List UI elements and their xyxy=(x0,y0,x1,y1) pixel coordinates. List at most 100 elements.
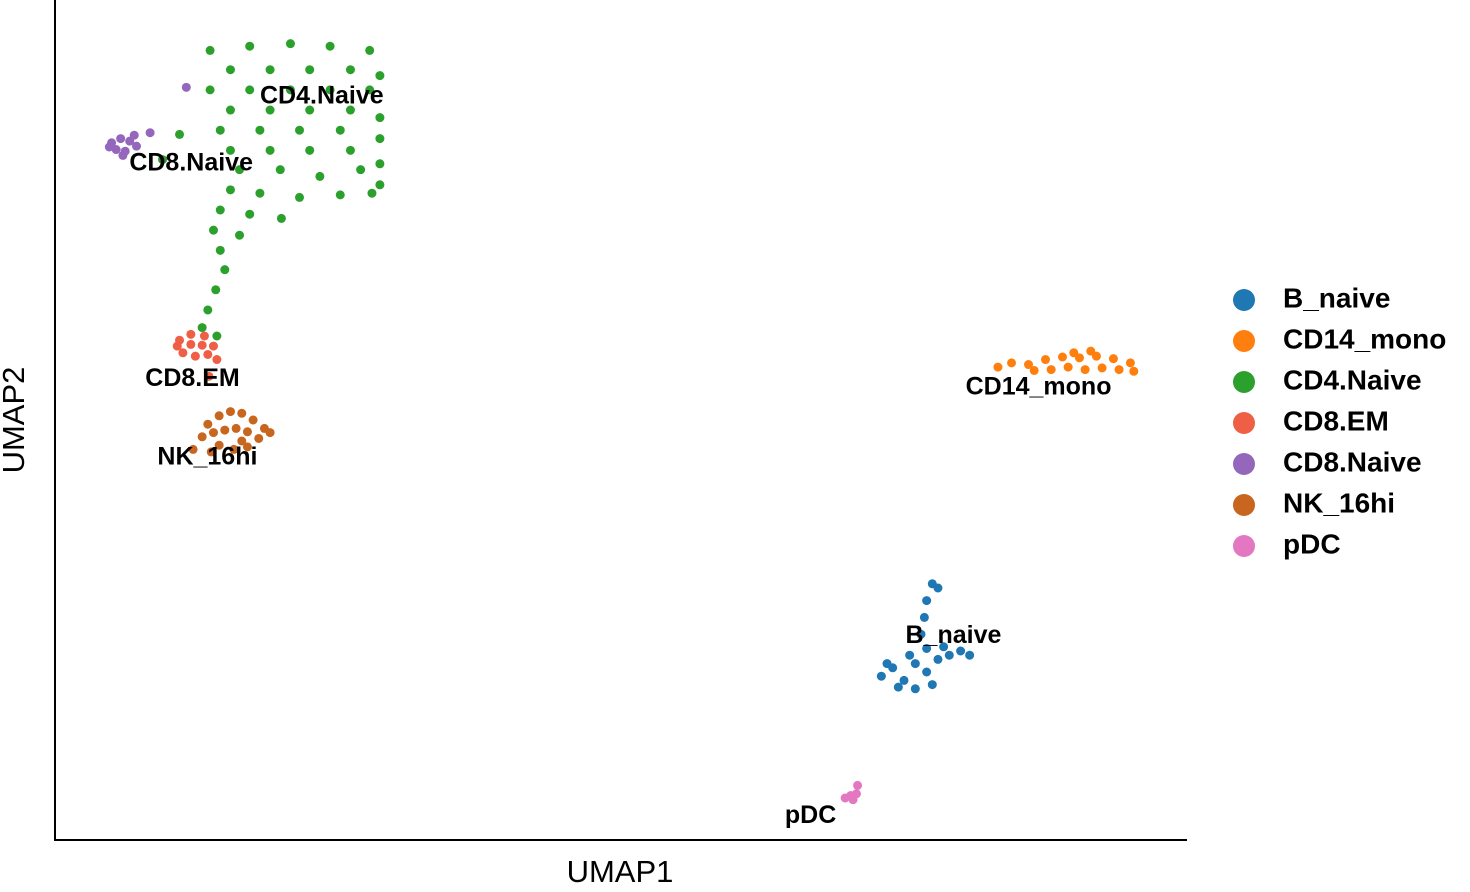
point xyxy=(212,355,222,365)
point xyxy=(111,145,121,155)
x-axis-title: UMAP1 xyxy=(567,854,674,887)
point xyxy=(315,171,325,181)
point xyxy=(248,415,258,425)
point xyxy=(208,341,218,351)
legend-swatch xyxy=(1233,535,1255,557)
point xyxy=(1069,348,1079,358)
point xyxy=(235,230,245,240)
point xyxy=(965,650,975,660)
point xyxy=(305,145,315,155)
point xyxy=(993,362,1003,372)
cluster-label: CD8.EM xyxy=(145,364,239,392)
point xyxy=(214,411,224,421)
cluster-label: CD14_mono xyxy=(966,373,1112,401)
point xyxy=(305,65,315,75)
point xyxy=(375,159,385,169)
point xyxy=(335,190,345,200)
point xyxy=(225,185,235,195)
point xyxy=(118,150,128,160)
point xyxy=(215,245,225,255)
legend-label: CD8.EM xyxy=(1283,405,1389,436)
y-axis-title: UMAP2 xyxy=(0,367,31,474)
point xyxy=(255,188,265,198)
point xyxy=(188,444,198,454)
point xyxy=(208,225,218,235)
cluster-label: CD8.Naive xyxy=(129,148,253,176)
legend-swatch xyxy=(1233,494,1255,516)
point xyxy=(910,659,920,669)
point xyxy=(116,134,126,144)
point xyxy=(203,305,213,315)
legend-label: NK_16hi xyxy=(1283,487,1395,518)
point xyxy=(215,205,225,215)
point xyxy=(145,128,155,138)
point xyxy=(205,45,215,55)
point xyxy=(190,351,200,361)
point xyxy=(848,795,858,805)
point xyxy=(933,583,943,593)
point xyxy=(1114,365,1124,375)
point xyxy=(197,432,207,442)
legend-swatch xyxy=(1233,453,1255,475)
point xyxy=(199,331,209,341)
point xyxy=(305,105,315,115)
point xyxy=(158,155,168,165)
point xyxy=(255,125,265,135)
point xyxy=(235,165,245,175)
point xyxy=(237,436,247,446)
point xyxy=(345,145,355,155)
point xyxy=(197,323,207,333)
point xyxy=(905,650,915,660)
point xyxy=(1057,352,1067,362)
point xyxy=(204,371,214,381)
point xyxy=(295,125,305,135)
point xyxy=(893,682,903,692)
point xyxy=(1007,358,1017,368)
point xyxy=(1108,354,1118,364)
point xyxy=(237,408,247,418)
point xyxy=(225,407,235,417)
point xyxy=(225,145,235,155)
point xyxy=(181,82,191,92)
point xyxy=(916,629,926,639)
point xyxy=(1097,363,1107,373)
legend-label: pDC xyxy=(1283,528,1341,559)
point xyxy=(1041,355,1050,365)
point xyxy=(365,85,375,95)
point xyxy=(876,671,886,681)
point xyxy=(172,341,182,351)
point xyxy=(1086,346,1096,356)
point xyxy=(1046,365,1056,375)
point xyxy=(882,659,892,669)
point xyxy=(922,667,932,677)
point xyxy=(1125,358,1135,368)
cluster-label: pDC xyxy=(785,801,836,829)
point xyxy=(1063,362,1073,372)
point xyxy=(365,45,375,55)
point xyxy=(229,444,239,454)
point xyxy=(853,780,863,790)
legend-swatch xyxy=(1233,412,1255,434)
point xyxy=(245,85,255,95)
point xyxy=(899,675,909,685)
cluster-label: NK_16hi xyxy=(157,443,257,471)
point xyxy=(325,41,335,51)
point xyxy=(276,213,286,223)
point xyxy=(275,165,285,175)
point xyxy=(215,125,225,135)
point xyxy=(265,428,275,438)
point xyxy=(933,654,943,664)
point xyxy=(939,642,949,652)
point xyxy=(335,125,345,135)
point xyxy=(129,130,139,140)
point xyxy=(254,433,264,443)
point xyxy=(345,65,355,75)
legend-swatch xyxy=(1233,371,1255,393)
point xyxy=(220,425,230,435)
points xyxy=(104,39,1139,805)
point xyxy=(245,209,255,219)
legend-swatch xyxy=(1233,289,1255,311)
legend-swatch xyxy=(1233,330,1255,352)
point xyxy=(922,596,932,606)
